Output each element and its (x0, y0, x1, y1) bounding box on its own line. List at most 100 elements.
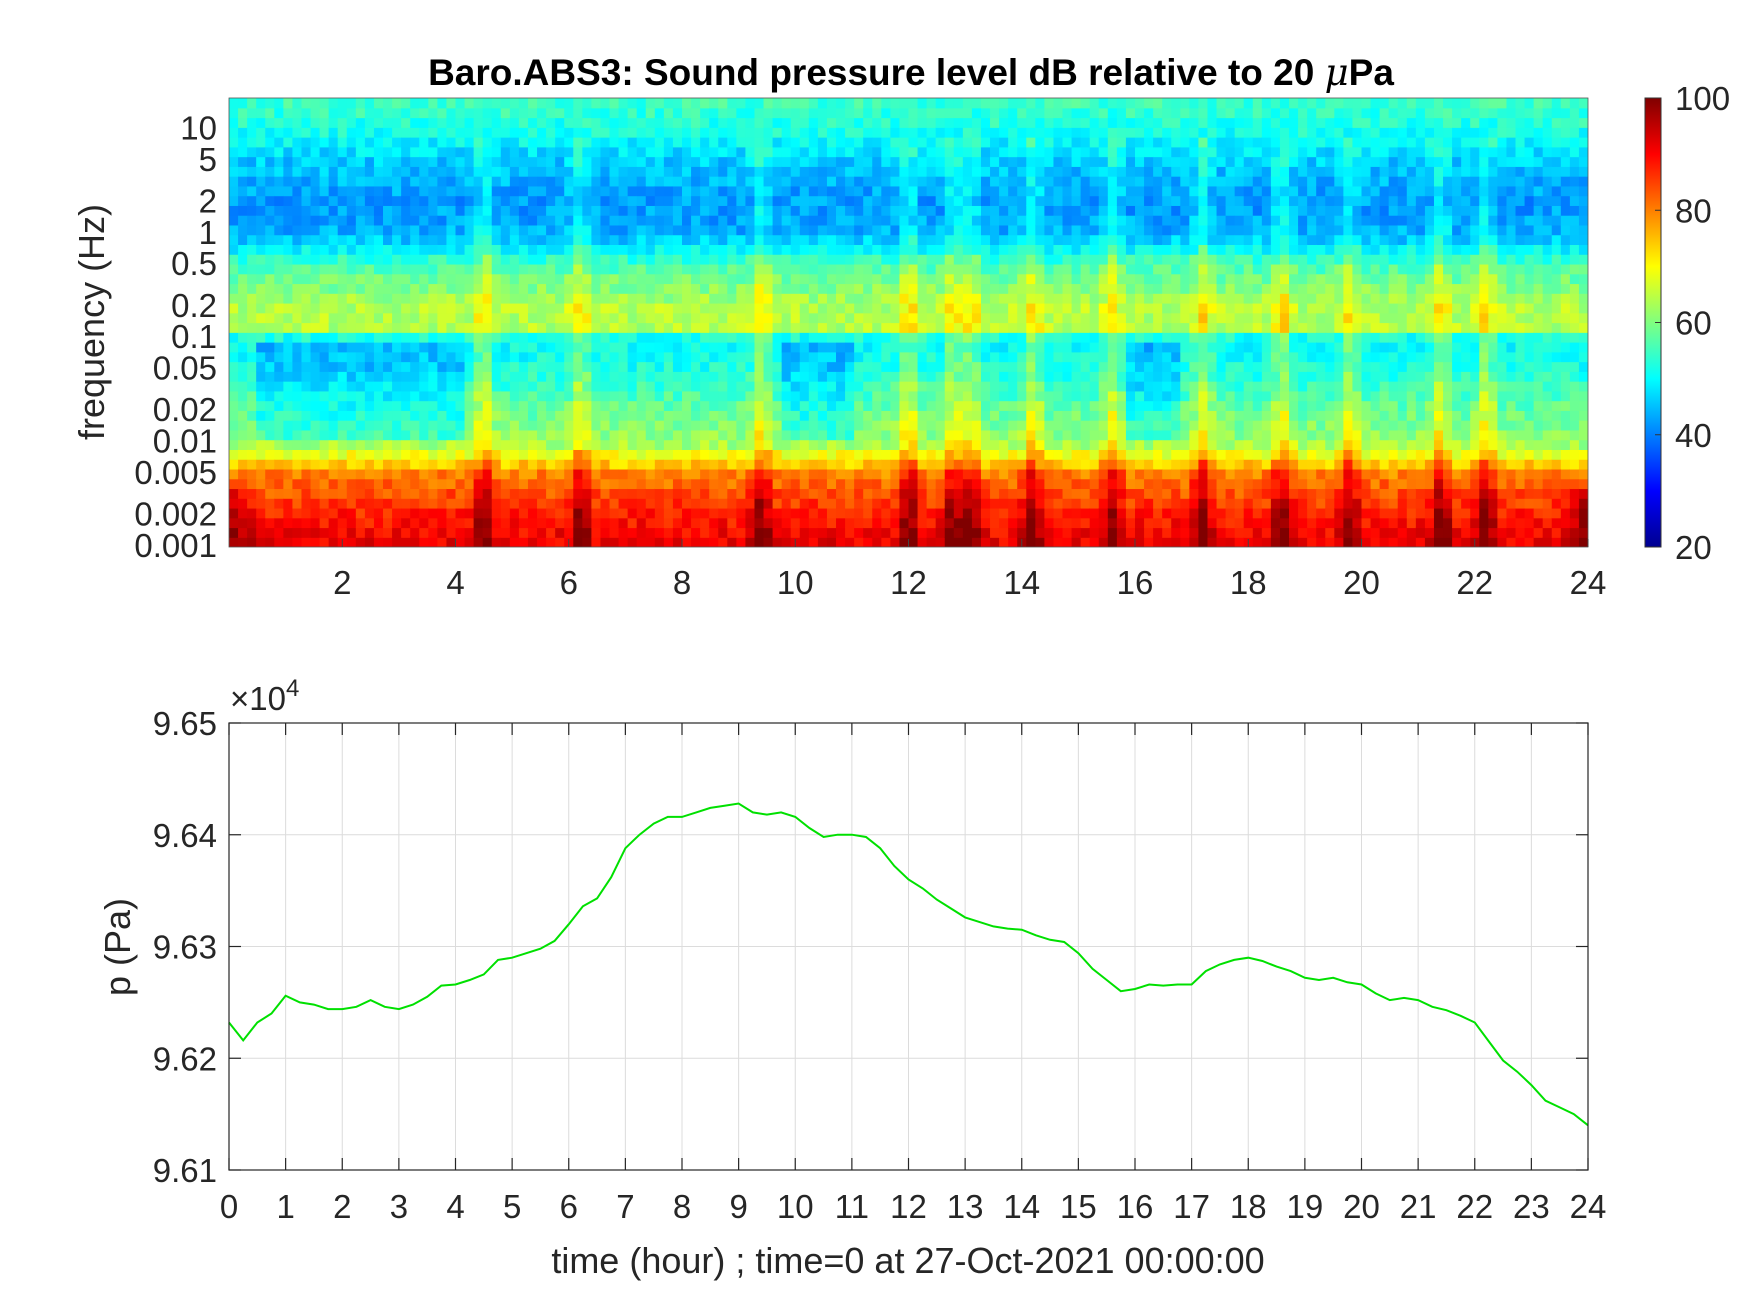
heatmap-cell (1180, 263, 1190, 275)
heatmap-cell (1189, 468, 1200, 480)
heatmap-cell (691, 195, 701, 206)
heatmap-cell (953, 234, 964, 246)
heatmap-cell (709, 351, 719, 363)
heatmap-cell (691, 254, 701, 265)
heatmap-cell (310, 195, 321, 206)
heatmap-cell (808, 527, 819, 538)
heatmap-cell (836, 185, 846, 197)
heatmap-cell (863, 498, 873, 509)
heatmap-cell (926, 254, 937, 265)
heatmap-cell (836, 322, 846, 333)
heatmap-cell (1171, 410, 1181, 421)
heatmap-cell (1062, 478, 1073, 490)
heatmap-cell (265, 205, 275, 216)
heatmap-cell (935, 332, 946, 343)
heatmap-cell (346, 195, 357, 206)
heatmap-cell (763, 302, 774, 314)
heatmap-cell (1071, 420, 1082, 431)
heatmap-cell (437, 273, 448, 285)
heatmap-cell (1062, 429, 1073, 441)
heatmap-cell (1053, 537, 1064, 547)
heatmap-cell (265, 322, 275, 333)
heatmap-cell (419, 439, 429, 450)
heatmap-cell (863, 215, 873, 226)
heatmap-cell (473, 342, 484, 353)
heatmap-cell (908, 332, 919, 343)
heatmap-cell (890, 156, 901, 167)
heatmap-cell (383, 527, 393, 538)
heatmap-cell (836, 488, 846, 499)
heatmap-cell (437, 537, 448, 547)
heatmap-cell (1044, 527, 1055, 538)
heatmap-cell (573, 176, 583, 187)
heatmap-cell (1089, 410, 1100, 421)
heatmap-cell (582, 244, 592, 255)
heatmap-cell (618, 98, 629, 109)
heatmap-cell (1026, 107, 1036, 119)
heatmap-cell (962, 468, 973, 480)
heatmap-cell (636, 361, 647, 372)
heatmap-cell (999, 244, 1009, 255)
heatmap-cell (509, 302, 520, 314)
heatmap-cell (872, 420, 882, 431)
heatmap-cell (383, 146, 393, 158)
heatmap-cell (337, 507, 348, 519)
heatmap-cell (1008, 185, 1018, 197)
heatmap-cell (292, 478, 303, 490)
heatmap-cell (899, 127, 910, 138)
heatmap-cell (419, 488, 429, 499)
heatmap-cell (836, 361, 846, 372)
heatmap-cell (1044, 117, 1055, 128)
heatmap-cell (1162, 215, 1172, 226)
heatmap-cell (573, 517, 583, 529)
heatmap-cell (817, 449, 828, 460)
heatmap-cell (1017, 283, 1027, 294)
heatmap-cell (999, 361, 1009, 372)
heatmap-cell (1035, 254, 1045, 265)
heatmap-cell (627, 98, 638, 109)
heatmap-cell (1080, 332, 1091, 343)
heatmap-cell (301, 488, 312, 499)
heatmap-cell (691, 146, 701, 158)
heatmap-cell (854, 351, 864, 363)
heatmap-cell (464, 205, 475, 216)
heatmap-cell (845, 332, 855, 343)
heatmap-cell (682, 312, 692, 324)
heatmap-cell (881, 322, 891, 333)
heatmap-cell (980, 400, 991, 411)
heatmap-cell (337, 351, 348, 363)
heatmap-cell (980, 263, 991, 275)
heatmap-cell (691, 332, 701, 343)
heatmap-cell (229, 244, 239, 255)
heatmap-cell (836, 449, 846, 460)
heatmap-cell (781, 117, 792, 128)
heatmap-cell (1053, 195, 1064, 206)
heatmap-cell (1189, 185, 1200, 197)
heatmap-cell (999, 537, 1009, 547)
heatmap-cell (645, 351, 656, 363)
heatmap-cell (319, 244, 330, 255)
heatmap-cell (437, 361, 448, 372)
heatmap-cell (573, 107, 583, 119)
heatmap-cell (962, 146, 973, 158)
heatmap-cell (609, 439, 620, 450)
heatmap-cell (863, 185, 873, 197)
heatmap-cell (990, 342, 1000, 353)
heatmap-cell (1026, 371, 1036, 382)
heatmap-cell (247, 537, 257, 547)
heatmap-cell (373, 517, 384, 529)
heatmap-cell (355, 507, 366, 519)
heatmap-cell (555, 400, 565, 411)
heatmap-cell (763, 127, 774, 138)
heatmap-cell (1080, 166, 1091, 177)
heatmap-cell (881, 127, 891, 138)
heatmap-cell (1135, 98, 1145, 109)
heatmap-cell (663, 127, 674, 138)
heatmap-cell (881, 429, 891, 441)
heatmap-cell (1044, 361, 1055, 372)
heatmap-cell (410, 459, 420, 470)
heatmap-cell (1008, 439, 1018, 450)
heatmap-cell (754, 507, 765, 519)
heatmap-cell (518, 234, 529, 246)
spectrogram-cells (229, 98, 1588, 547)
